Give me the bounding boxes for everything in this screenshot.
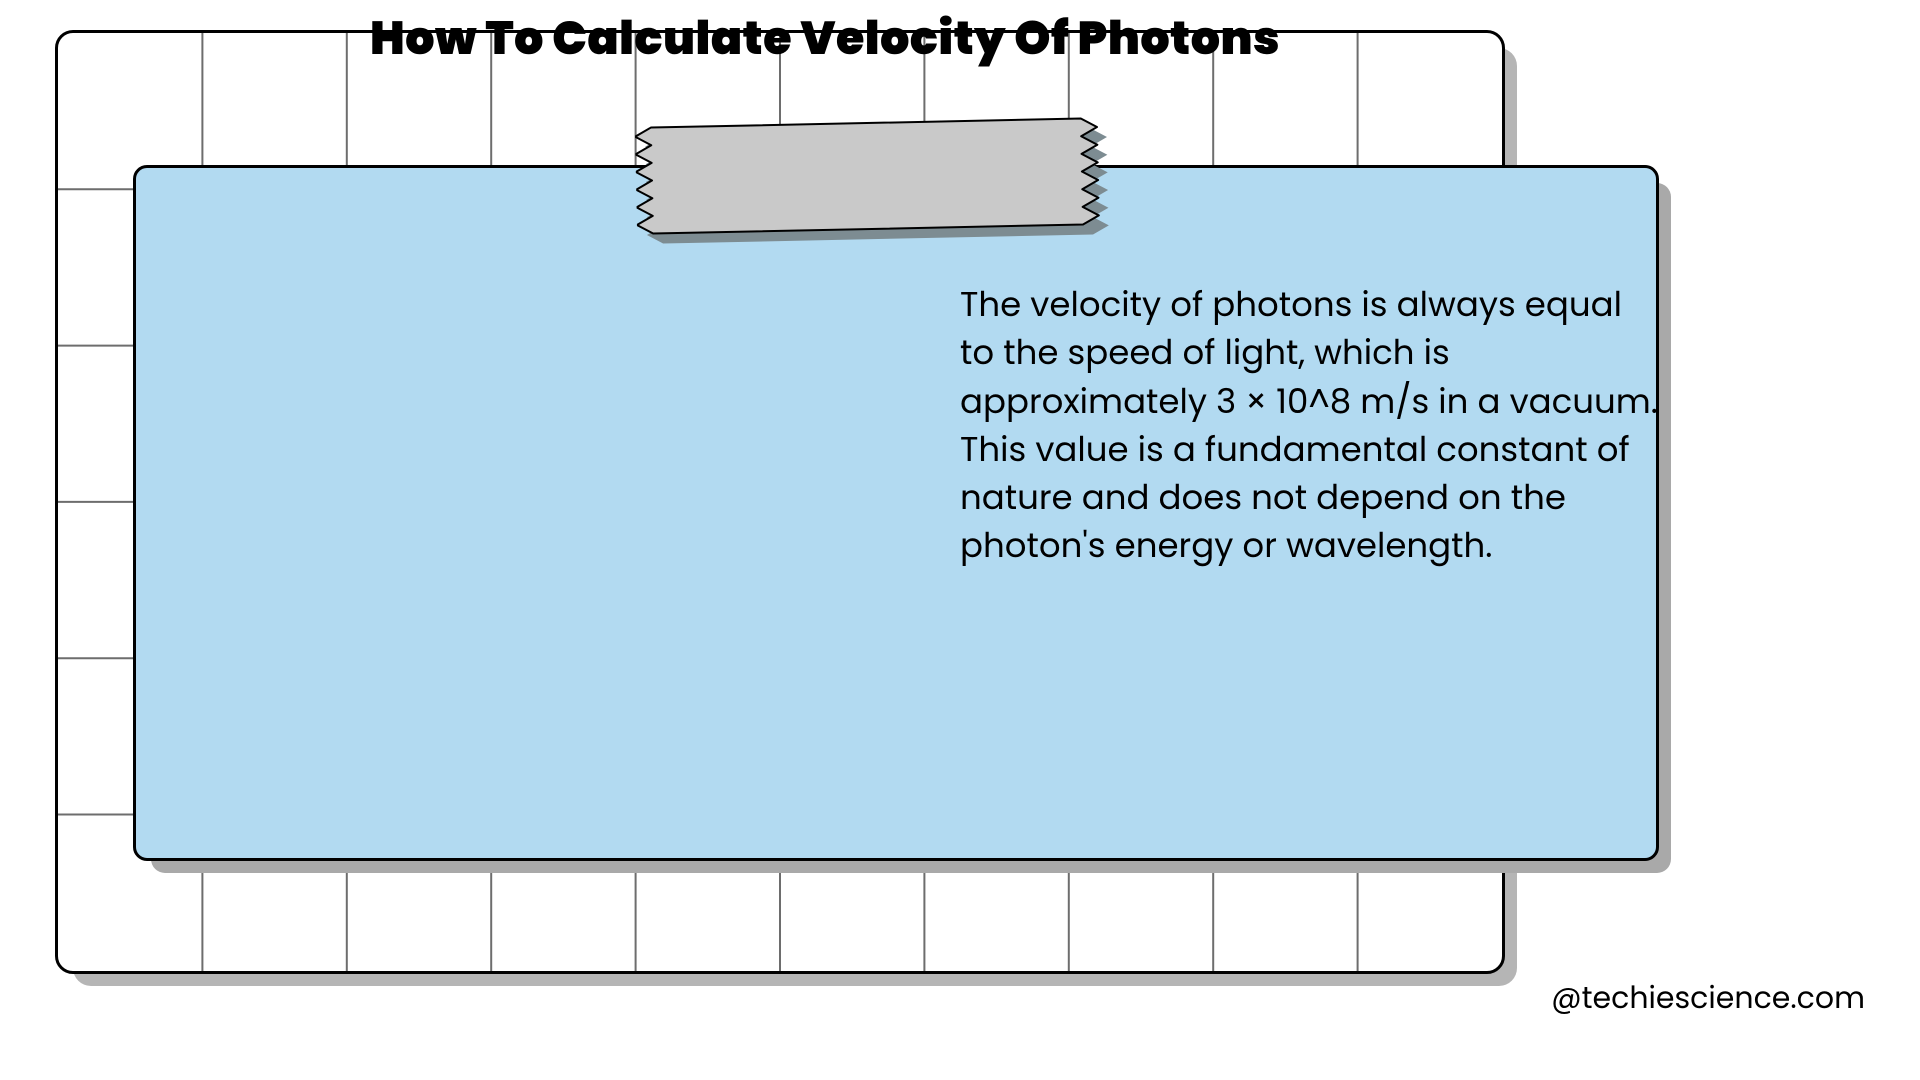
stage: How To Calculate Velocity Of Photons The… (0, 0, 1920, 1080)
body-text: The velocity of photons is always equal … (960, 280, 1660, 570)
attribution: @techiescience.com (1551, 975, 1865, 1021)
page-title: How To Calculate Velocity Of Photons (370, 5, 1280, 74)
tape-icon (635, 116, 1103, 240)
